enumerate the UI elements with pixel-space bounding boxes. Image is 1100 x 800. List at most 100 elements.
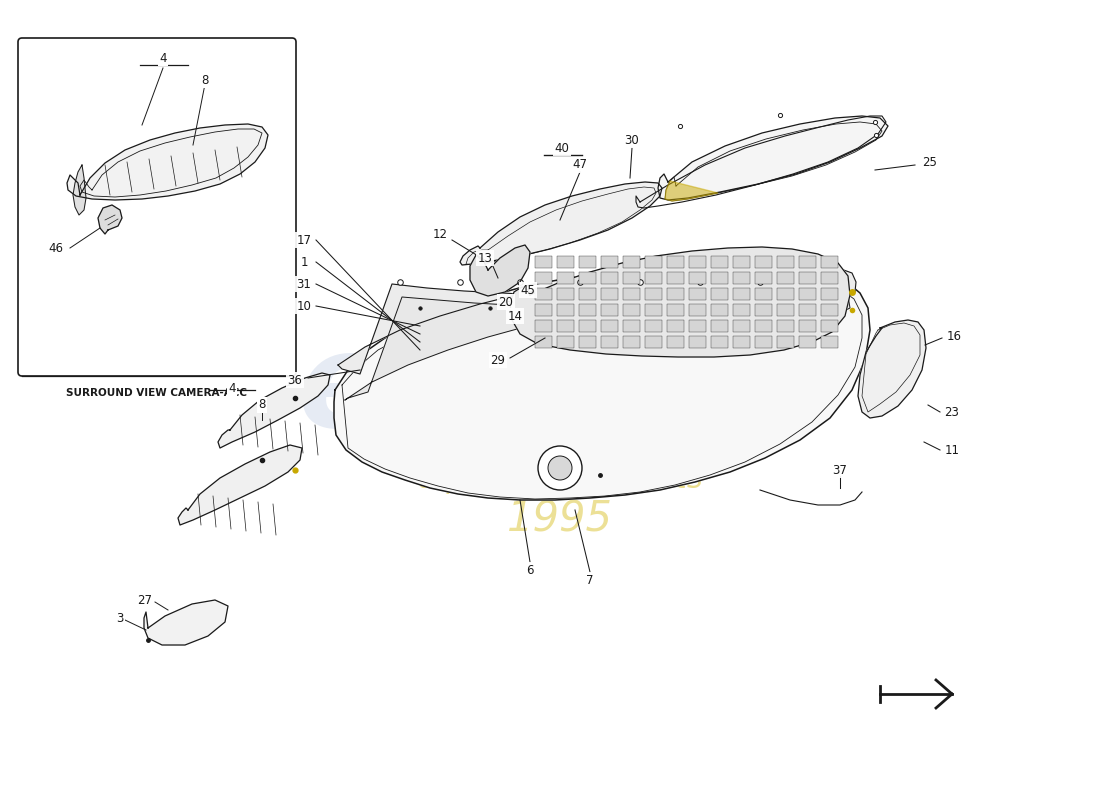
Text: 40: 40 <box>554 142 570 154</box>
Bar <box>689 320 706 332</box>
Text: 20: 20 <box>498 295 514 309</box>
Text: 1995: 1995 <box>507 499 613 541</box>
Bar <box>579 320 596 332</box>
Text: 30: 30 <box>625 134 639 146</box>
Polygon shape <box>345 290 850 400</box>
Bar <box>623 320 640 332</box>
Bar <box>623 288 640 300</box>
Text: 17: 17 <box>297 234 311 246</box>
Bar <box>799 256 816 268</box>
Bar <box>623 304 640 316</box>
Bar <box>645 288 662 300</box>
Text: 7: 7 <box>586 574 594 586</box>
Polygon shape <box>67 124 268 200</box>
Bar <box>755 304 772 316</box>
Text: 8: 8 <box>201 74 209 86</box>
Bar <box>733 288 750 300</box>
Text: 14: 14 <box>507 310 522 322</box>
Polygon shape <box>218 373 330 448</box>
Bar <box>667 288 684 300</box>
Polygon shape <box>178 445 303 525</box>
Bar <box>821 304 838 316</box>
Text: 8: 8 <box>258 398 266 411</box>
Bar <box>557 256 574 268</box>
Text: 11: 11 <box>945 443 959 457</box>
Text: 12: 12 <box>432 227 448 241</box>
Polygon shape <box>334 265 870 500</box>
Polygon shape <box>858 320 926 418</box>
Bar <box>733 272 750 284</box>
Bar <box>821 336 838 348</box>
Bar <box>645 320 662 332</box>
Text: SURROUND VIEW CAMERA-ACC: SURROUND VIEW CAMERA-ACC <box>66 388 248 398</box>
Polygon shape <box>658 116 888 200</box>
Bar <box>601 288 618 300</box>
FancyBboxPatch shape <box>18 38 296 376</box>
Circle shape <box>548 456 572 480</box>
Bar <box>557 288 574 300</box>
Bar <box>799 336 816 348</box>
Bar <box>645 304 662 316</box>
Bar <box>755 336 772 348</box>
Bar <box>667 336 684 348</box>
Bar <box>755 256 772 268</box>
Polygon shape <box>470 245 530 296</box>
Bar <box>711 336 728 348</box>
Polygon shape <box>338 264 856 374</box>
Bar <box>821 320 838 332</box>
Text: 45: 45 <box>520 283 536 297</box>
Bar <box>777 304 794 316</box>
Text: 47: 47 <box>572 158 587 171</box>
Bar <box>557 272 574 284</box>
Bar <box>601 304 618 316</box>
Bar <box>667 256 684 268</box>
Bar <box>733 256 750 268</box>
Bar <box>579 256 596 268</box>
Bar <box>755 320 772 332</box>
Bar <box>535 288 552 300</box>
Bar <box>667 272 684 284</box>
Bar <box>799 272 816 284</box>
Bar <box>535 272 552 284</box>
Bar <box>777 288 794 300</box>
Bar <box>777 336 794 348</box>
Text: 23: 23 <box>945 406 959 418</box>
Polygon shape <box>73 165 86 215</box>
Text: 1: 1 <box>300 255 308 269</box>
Bar <box>711 272 728 284</box>
Text: a passion for parts: a passion for parts <box>418 466 703 494</box>
Bar <box>535 336 552 348</box>
Text: 27: 27 <box>138 594 153 606</box>
Bar <box>535 304 552 316</box>
Text: 31: 31 <box>297 278 311 290</box>
Bar <box>601 336 618 348</box>
Bar <box>777 272 794 284</box>
Bar <box>557 320 574 332</box>
Text: 46: 46 <box>48 242 64 254</box>
Bar <box>579 336 596 348</box>
Bar <box>777 256 794 268</box>
Bar <box>623 336 640 348</box>
Polygon shape <box>510 247 850 357</box>
Bar <box>601 256 618 268</box>
Text: 37: 37 <box>833 463 847 477</box>
Polygon shape <box>880 682 950 706</box>
Bar <box>579 304 596 316</box>
Bar <box>799 304 816 316</box>
Bar <box>711 288 728 300</box>
Text: 10: 10 <box>297 299 311 313</box>
Bar <box>535 256 552 268</box>
Text: 29: 29 <box>491 354 506 366</box>
Bar <box>755 288 772 300</box>
Text: 3: 3 <box>117 611 123 625</box>
Bar <box>777 320 794 332</box>
Bar <box>623 272 640 284</box>
Bar <box>711 256 728 268</box>
Polygon shape <box>144 600 228 645</box>
Bar <box>645 336 662 348</box>
Text: 16: 16 <box>946 330 961 342</box>
Bar <box>689 288 706 300</box>
Bar <box>689 336 706 348</box>
Bar <box>689 256 706 268</box>
Text: 6: 6 <box>526 563 534 577</box>
